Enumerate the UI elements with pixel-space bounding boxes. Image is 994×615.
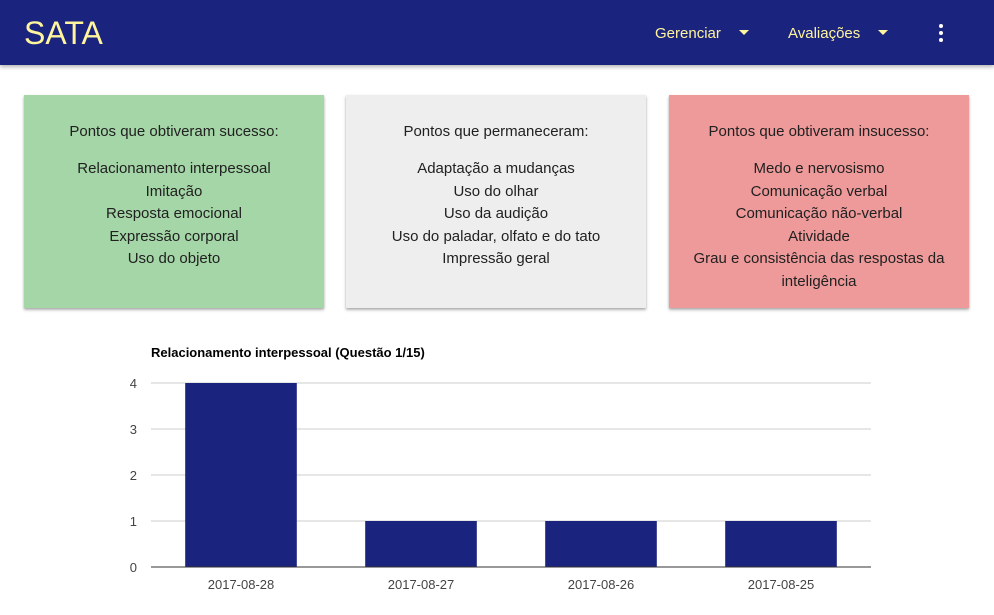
y-tick-label: 2 [130,468,137,483]
list-item: Uso do paladar, olfato e do tato [391,227,601,245]
stable-points-list: Adaptação a mudanças Uso do olhar Uso da… [346,158,646,271]
list-item: Impressão geral [442,250,550,267]
menu-gerenciar-label: Gerenciar [655,24,721,42]
list-item: Imitação [145,182,203,200]
x-tick-label: 2017-08-27 [388,577,455,592]
menu-avaliacoes[interactable]: Avaliações [788,20,889,46]
y-tick-label: 3 [130,422,137,437]
x-tick-label: 2017-08-25 [748,577,815,592]
app-brand[interactable]: SATA [24,15,103,51]
x-tick-label: 2017-08-28 [208,577,275,592]
list-item: Comunicação não-verbal [735,205,903,222]
top-app-bar: SATA Gerenciar Avaliações [0,0,994,65]
failure-points-card: Pontos que obtiveram insucesso: Medo e n… [669,95,969,308]
y-tick-label: 4 [130,376,137,391]
list-item: Medo e nervosismo [753,160,885,177]
success-card-title: Pontos que obtiveram sucesso: [69,123,279,140]
x-tick-label: 2017-08-26 [568,577,635,592]
y-tick-label: 1 [130,514,137,529]
chart-title: Relacionamento interpessoal (Questão 1/1… [151,345,425,360]
success-points-card: Pontos que obtiveram sucesso: Relacionam… [24,95,324,308]
bar [545,521,657,567]
caret-down-icon [738,29,749,35]
bar [725,521,837,567]
list-item: Atividade [788,227,850,245]
success-points-list: Relacionamento interpessoal Imitação Res… [24,158,324,271]
list-item: Grau e consistência das respostas da int… [693,250,945,290]
list-item: Comunicação verbal [750,182,888,200]
list-item: Relacionamento interpessoal [77,160,271,177]
y-tick-label: 0 [130,560,137,575]
stable-card-title: Pontos que permaneceram: [403,123,589,140]
list-item: Uso da audição [443,205,549,222]
list-item: Expressão corporal [109,227,239,245]
fail-points-list: Medo e nervosismo Comunicação verbal Com… [669,158,969,293]
bar-chart: 0 1 2 3 4 2017-08-28 2017-08-27 2017-08-26 2017-… [130,376,871,592]
list-item: Adaptação a mudanças [417,160,575,177]
list-item: Resposta emocional [106,205,242,222]
stable-points-card: Pontos que permaneceram: Adaptação a mud… [346,95,646,308]
bar [185,383,297,567]
fail-card-title: Pontos que obtiveram insucesso: [708,123,930,140]
menu-avaliacoes-label: Avaliações [788,24,861,42]
caret-down-icon [878,29,889,35]
list-item: Uso do objeto [127,250,221,267]
list-item: Uso do olhar [453,182,539,200]
more-vert-icon[interactable] [934,22,948,44]
bar [365,521,477,567]
menu-gerenciar[interactable]: Gerenciar [655,20,749,46]
